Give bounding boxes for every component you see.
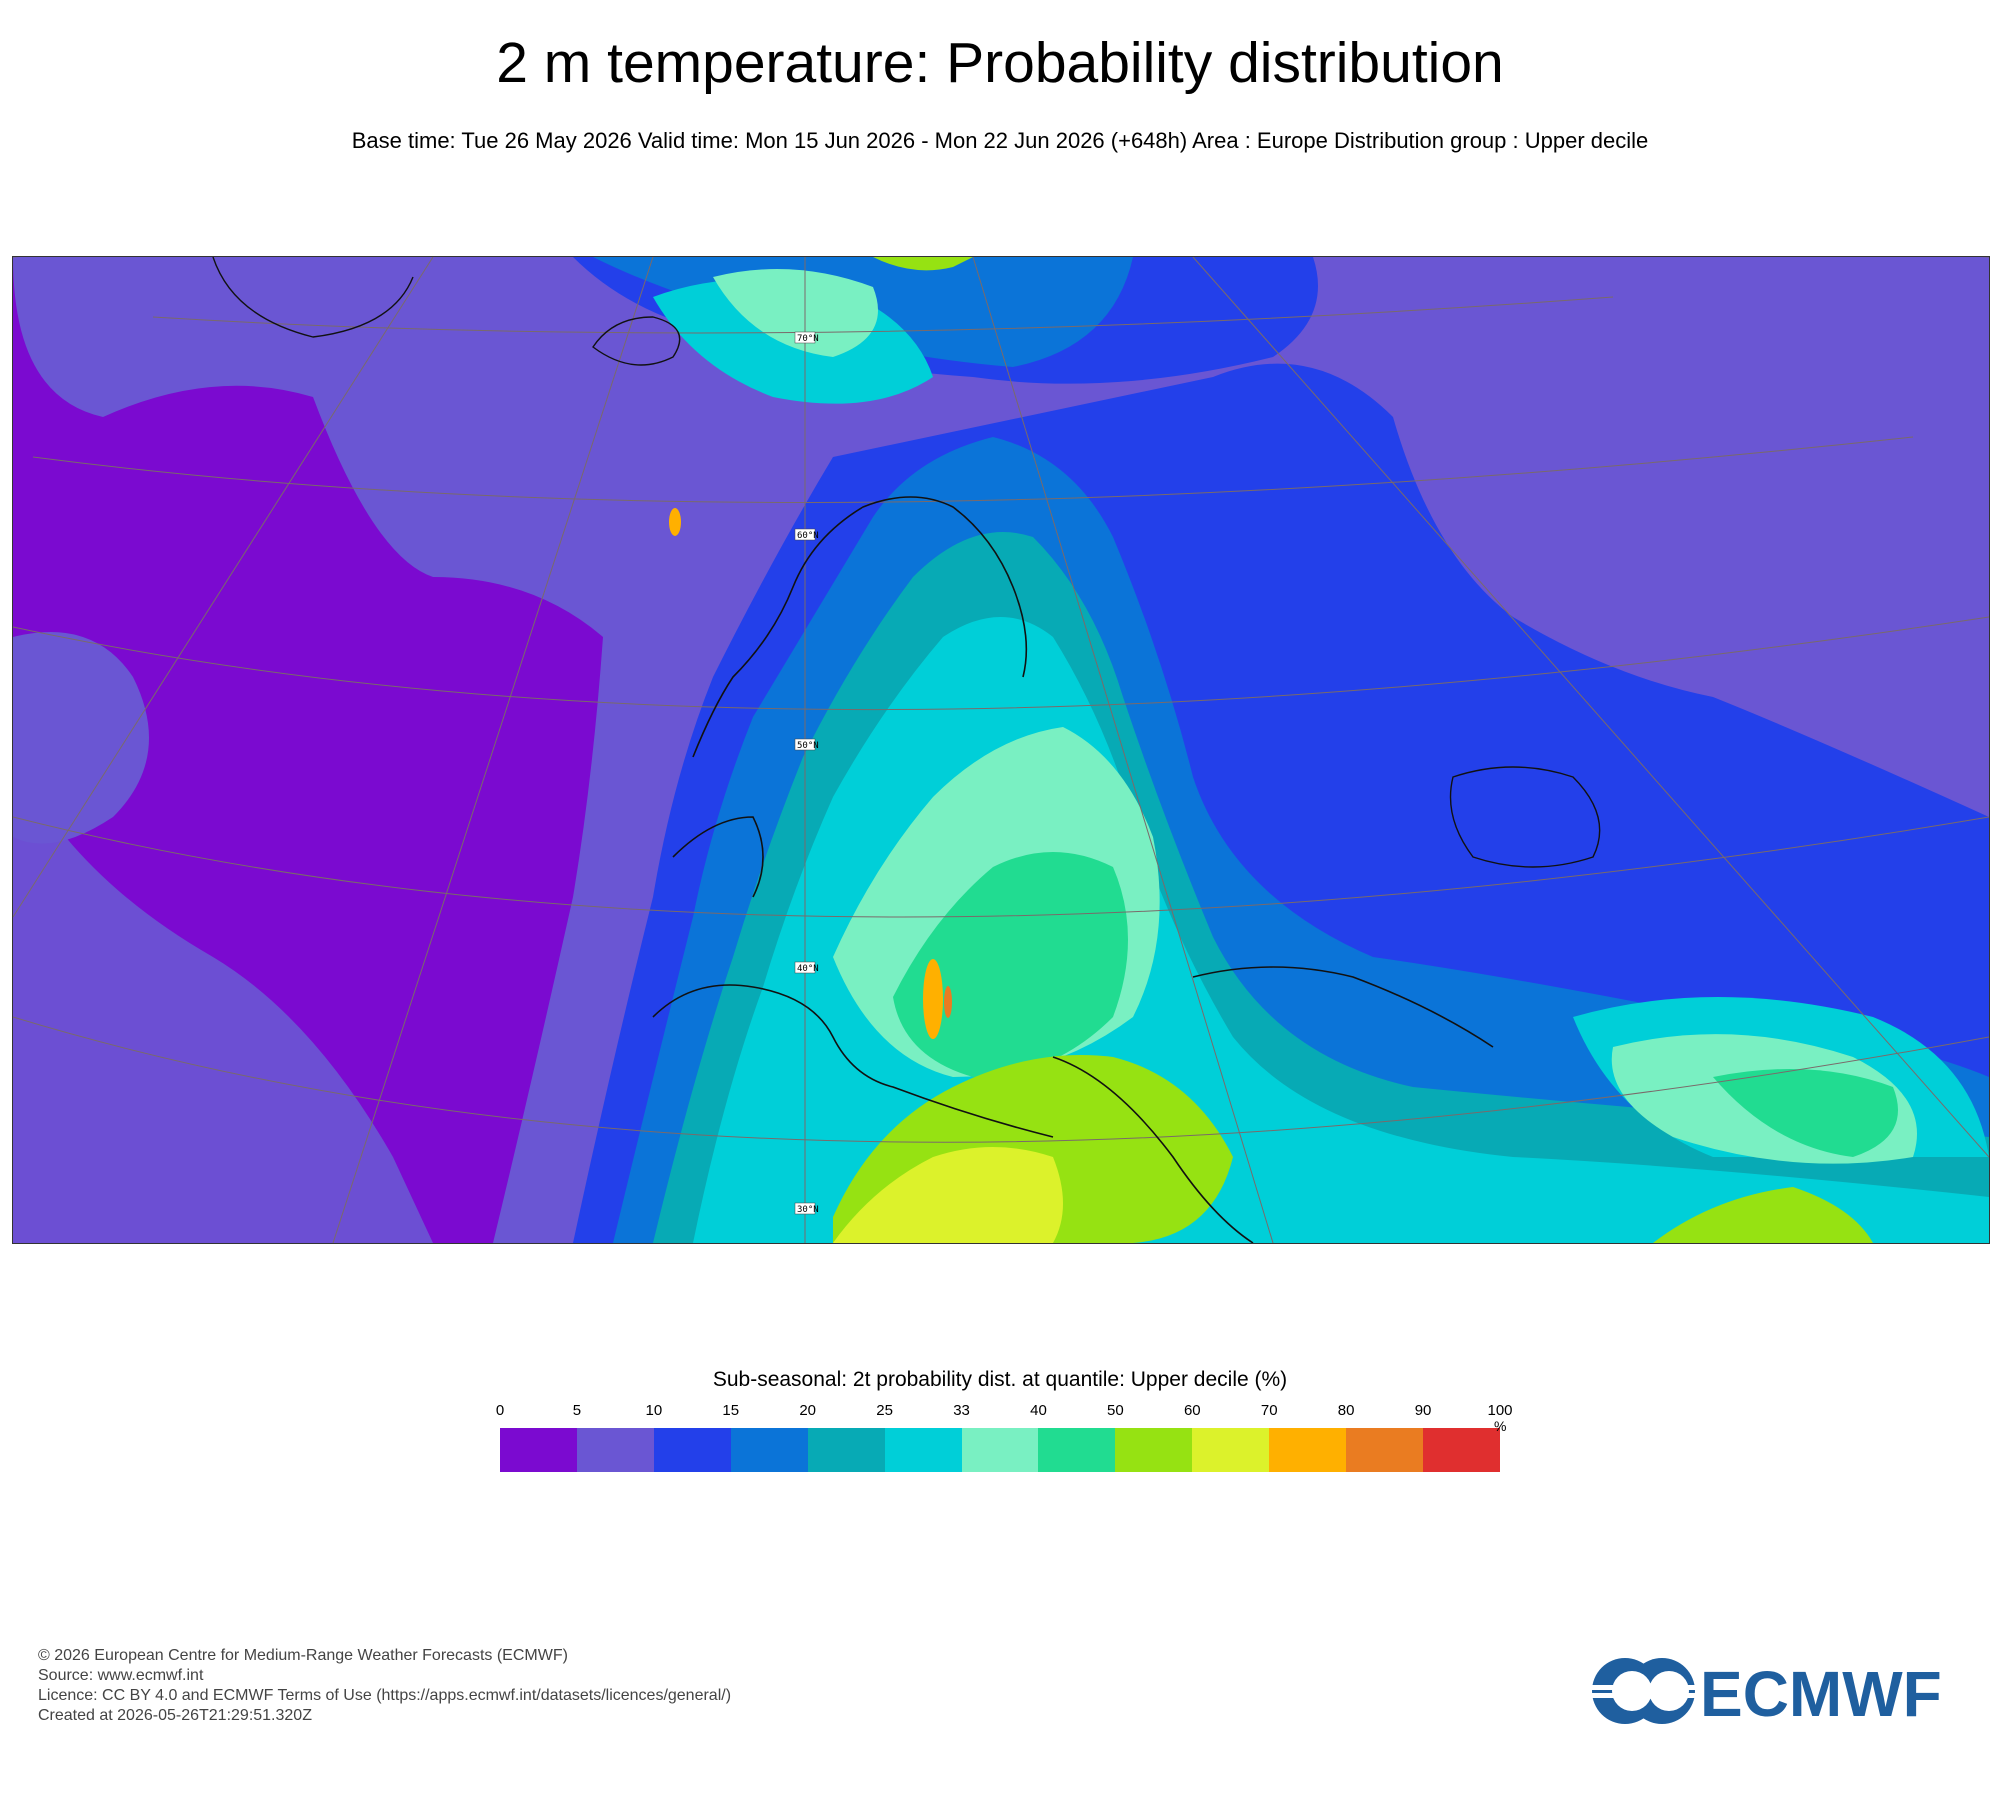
- legend-tick-label: 15: [722, 1402, 740, 1419]
- footer: © 2026 European Centre for Medium-Range …: [38, 1646, 731, 1726]
- legend-swatch: [576, 1428, 654, 1472]
- chart-subtitle: Base time: Tue 26 May 2026 Valid time: M…: [351, 128, 1649, 153]
- ecmwf-logo: ECMWF: [1590, 1658, 1942, 1726]
- legend-tick-label: 25: [876, 1402, 893, 1419]
- lat-label-70n: 70°N: [797, 334, 819, 344]
- lat-label-50n: 50°N: [797, 741, 819, 751]
- legend-swatch: [1346, 1428, 1424, 1472]
- footer-copyright: © 2026 European Centre for Medium-Range …: [38, 1647, 568, 1664]
- legend-swatch: [653, 1428, 731, 1472]
- legend-swatch: [884, 1428, 962, 1472]
- legend-swatch: [1115, 1428, 1193, 1472]
- footer-created: Created at 2026-05-26T21:29:51.320Z: [38, 1707, 312, 1724]
- probability-map: 70°N 60°N 50°N 40°N 30°N: [12, 256, 1990, 1244]
- legend-swatch: [961, 1428, 1039, 1472]
- lat-label-30n: 30°N: [797, 1205, 819, 1215]
- legend-tick-label: 80: [1337, 1402, 1355, 1419]
- map-canvas: 70°N 60°N 50°N 40°N 30°N: [13, 257, 1989, 1243]
- legend-tick-label: 5: [572, 1402, 582, 1419]
- legend-swatch: [730, 1428, 808, 1472]
- legend-title: Sub-seasonal: 2t probability dist. at qu…: [712, 1368, 1288, 1391]
- footer-source: Source: www.ecmwf.int: [38, 1667, 204, 1684]
- footer-licence: Licence: CC BY 4.0 and ECMWF Terms of Us…: [38, 1687, 732, 1704]
- legend-tick-label: 70: [1260, 1402, 1278, 1419]
- legend-tick-label: 33: [953, 1402, 970, 1419]
- logo-text: ECMWF: [1700, 1658, 1942, 1726]
- legend-swatch: [500, 1428, 577, 1472]
- lat-label-40n: 40°N: [797, 964, 819, 974]
- legend-tick-label: 100: [1487, 1402, 1513, 1419]
- legend-tick-label: 10: [645, 1402, 663, 1419]
- chart-title: 2 m temperature: Probability distributio…: [496, 31, 1504, 95]
- legend-swatch: [807, 1428, 885, 1472]
- legend-tick-label: 40: [1030, 1402, 1047, 1419]
- legend-swatch: [1269, 1428, 1347, 1472]
- legend-swatch: [1423, 1428, 1500, 1472]
- legend-tick-label: 20: [799, 1402, 817, 1419]
- legend-tick-label: 90: [1414, 1402, 1432, 1419]
- legend-tick-label: 50: [1107, 1402, 1124, 1419]
- legend-unit: %: [1494, 1418, 1507, 1434]
- legend-swatch: [1038, 1428, 1116, 1472]
- legend-colorbar: [500, 1428, 1500, 1472]
- legend-swatch: [1192, 1428, 1270, 1472]
- legend-tick-label: 60: [1183, 1402, 1201, 1419]
- legend-tick-label: 0: [495, 1402, 505, 1419]
- lat-label-60n: 60°N: [797, 531, 819, 541]
